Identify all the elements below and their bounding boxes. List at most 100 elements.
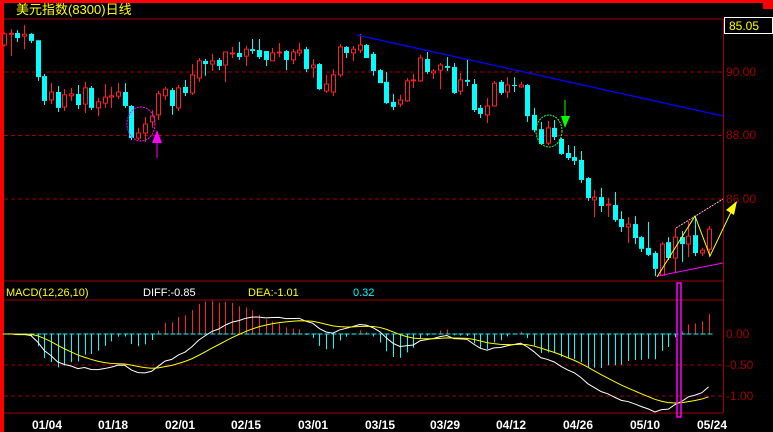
candle	[264, 51, 269, 66]
candle-body	[418, 57, 423, 82]
candle	[586, 177, 591, 201]
candle-body	[291, 51, 296, 61]
candle-body	[244, 48, 249, 57]
date-label: 01/04	[32, 418, 62, 432]
candle-body	[452, 66, 457, 93]
candle-body	[317, 64, 322, 90]
candle-body	[156, 93, 161, 116]
candle	[197, 58, 202, 82]
price-axis-labels: 90.00 88.00 86.00 0.00 -0.50 -1.00	[726, 65, 756, 403]
candle-body	[505, 84, 510, 93]
candle-body	[338, 46, 343, 76]
candle	[566, 145, 571, 160]
candle-body	[458, 79, 463, 92]
candle-body	[103, 96, 108, 104]
y-tick-label: 86.00	[726, 192, 756, 206]
date-label: 01/18	[98, 418, 128, 432]
candle-body	[586, 178, 591, 199]
candle	[331, 69, 336, 97]
candle	[344, 45, 349, 59]
candle	[492, 80, 497, 107]
candle-body	[324, 83, 329, 92]
blue-trendline[interactable]	[356, 34, 724, 117]
candle-body	[465, 79, 470, 82]
candles	[2, 25, 712, 277]
candle	[499, 79, 504, 95]
candle	[579, 151, 584, 184]
candle-body	[572, 157, 577, 161]
green-circle-icon	[535, 114, 563, 148]
candle-body	[264, 51, 269, 60]
candle	[546, 120, 551, 146]
candle-body	[485, 105, 490, 116]
candle-body	[653, 252, 658, 269]
candle	[606, 198, 611, 218]
candle	[170, 87, 175, 115]
candle-body	[525, 85, 530, 117]
candle	[203, 58, 208, 76]
candle-body	[579, 159, 584, 180]
candle-body	[478, 107, 483, 114]
pink-channel-line[interactable]	[675, 198, 724, 229]
candle	[190, 64, 195, 96]
candle-body	[686, 235, 691, 245]
candle	[291, 49, 296, 65]
candle	[2, 32, 7, 47]
candle	[136, 127, 141, 140]
candle	[36, 40, 41, 81]
candle	[183, 79, 188, 97]
candle-body	[170, 90, 175, 106]
candle-body	[539, 129, 544, 145]
candle-body	[96, 101, 101, 109]
candle-body	[405, 80, 410, 102]
candle	[69, 87, 74, 101]
candle	[143, 117, 148, 142]
candle-body	[223, 51, 228, 66]
date-label: 02/01	[165, 418, 195, 432]
candle	[257, 38, 262, 59]
candle	[129, 105, 134, 140]
candle	[384, 72, 389, 105]
candle-body	[9, 32, 14, 35]
magenta-channel-line[interactable]	[657, 262, 724, 277]
candle	[472, 78, 477, 113]
candle	[250, 38, 255, 54]
magenta-cursor-bar[interactable]	[676, 282, 682, 418]
candle	[284, 50, 289, 71]
candle-body	[351, 48, 356, 54]
candle	[210, 53, 215, 72]
candle	[707, 225, 712, 258]
diff-line	[3, 316, 709, 413]
corner-button[interactable]	[763, 0, 773, 9]
candle	[123, 83, 128, 108]
y-tick-label: 88.00	[726, 128, 756, 142]
candle-body	[297, 49, 302, 54]
candle-body	[592, 196, 597, 201]
candle-body	[566, 152, 571, 159]
candle-body	[257, 50, 262, 58]
candle-body	[230, 52, 235, 55]
candle-body	[143, 123, 148, 134]
candle	[700, 247, 705, 257]
candle	[458, 72, 463, 95]
candle-body	[378, 70, 383, 84]
candle-body	[36, 40, 41, 78]
candle	[592, 190, 597, 218]
candle	[653, 251, 658, 277]
macd-tick-label: -1.00	[726, 389, 754, 403]
candle-body	[344, 46, 349, 53]
candle-body	[76, 93, 81, 106]
candle-body	[250, 49, 255, 52]
green-down-arrow-icon	[561, 100, 570, 128]
date-label: 03/01	[298, 418, 328, 432]
candle-body	[371, 53, 376, 72]
candle	[176, 85, 181, 112]
left-border	[0, 0, 4, 432]
candle	[371, 51, 376, 76]
candle	[512, 77, 517, 93]
candle	[237, 41, 242, 60]
candle-body	[700, 249, 705, 254]
candle-body	[217, 59, 222, 66]
candle	[431, 69, 436, 79]
